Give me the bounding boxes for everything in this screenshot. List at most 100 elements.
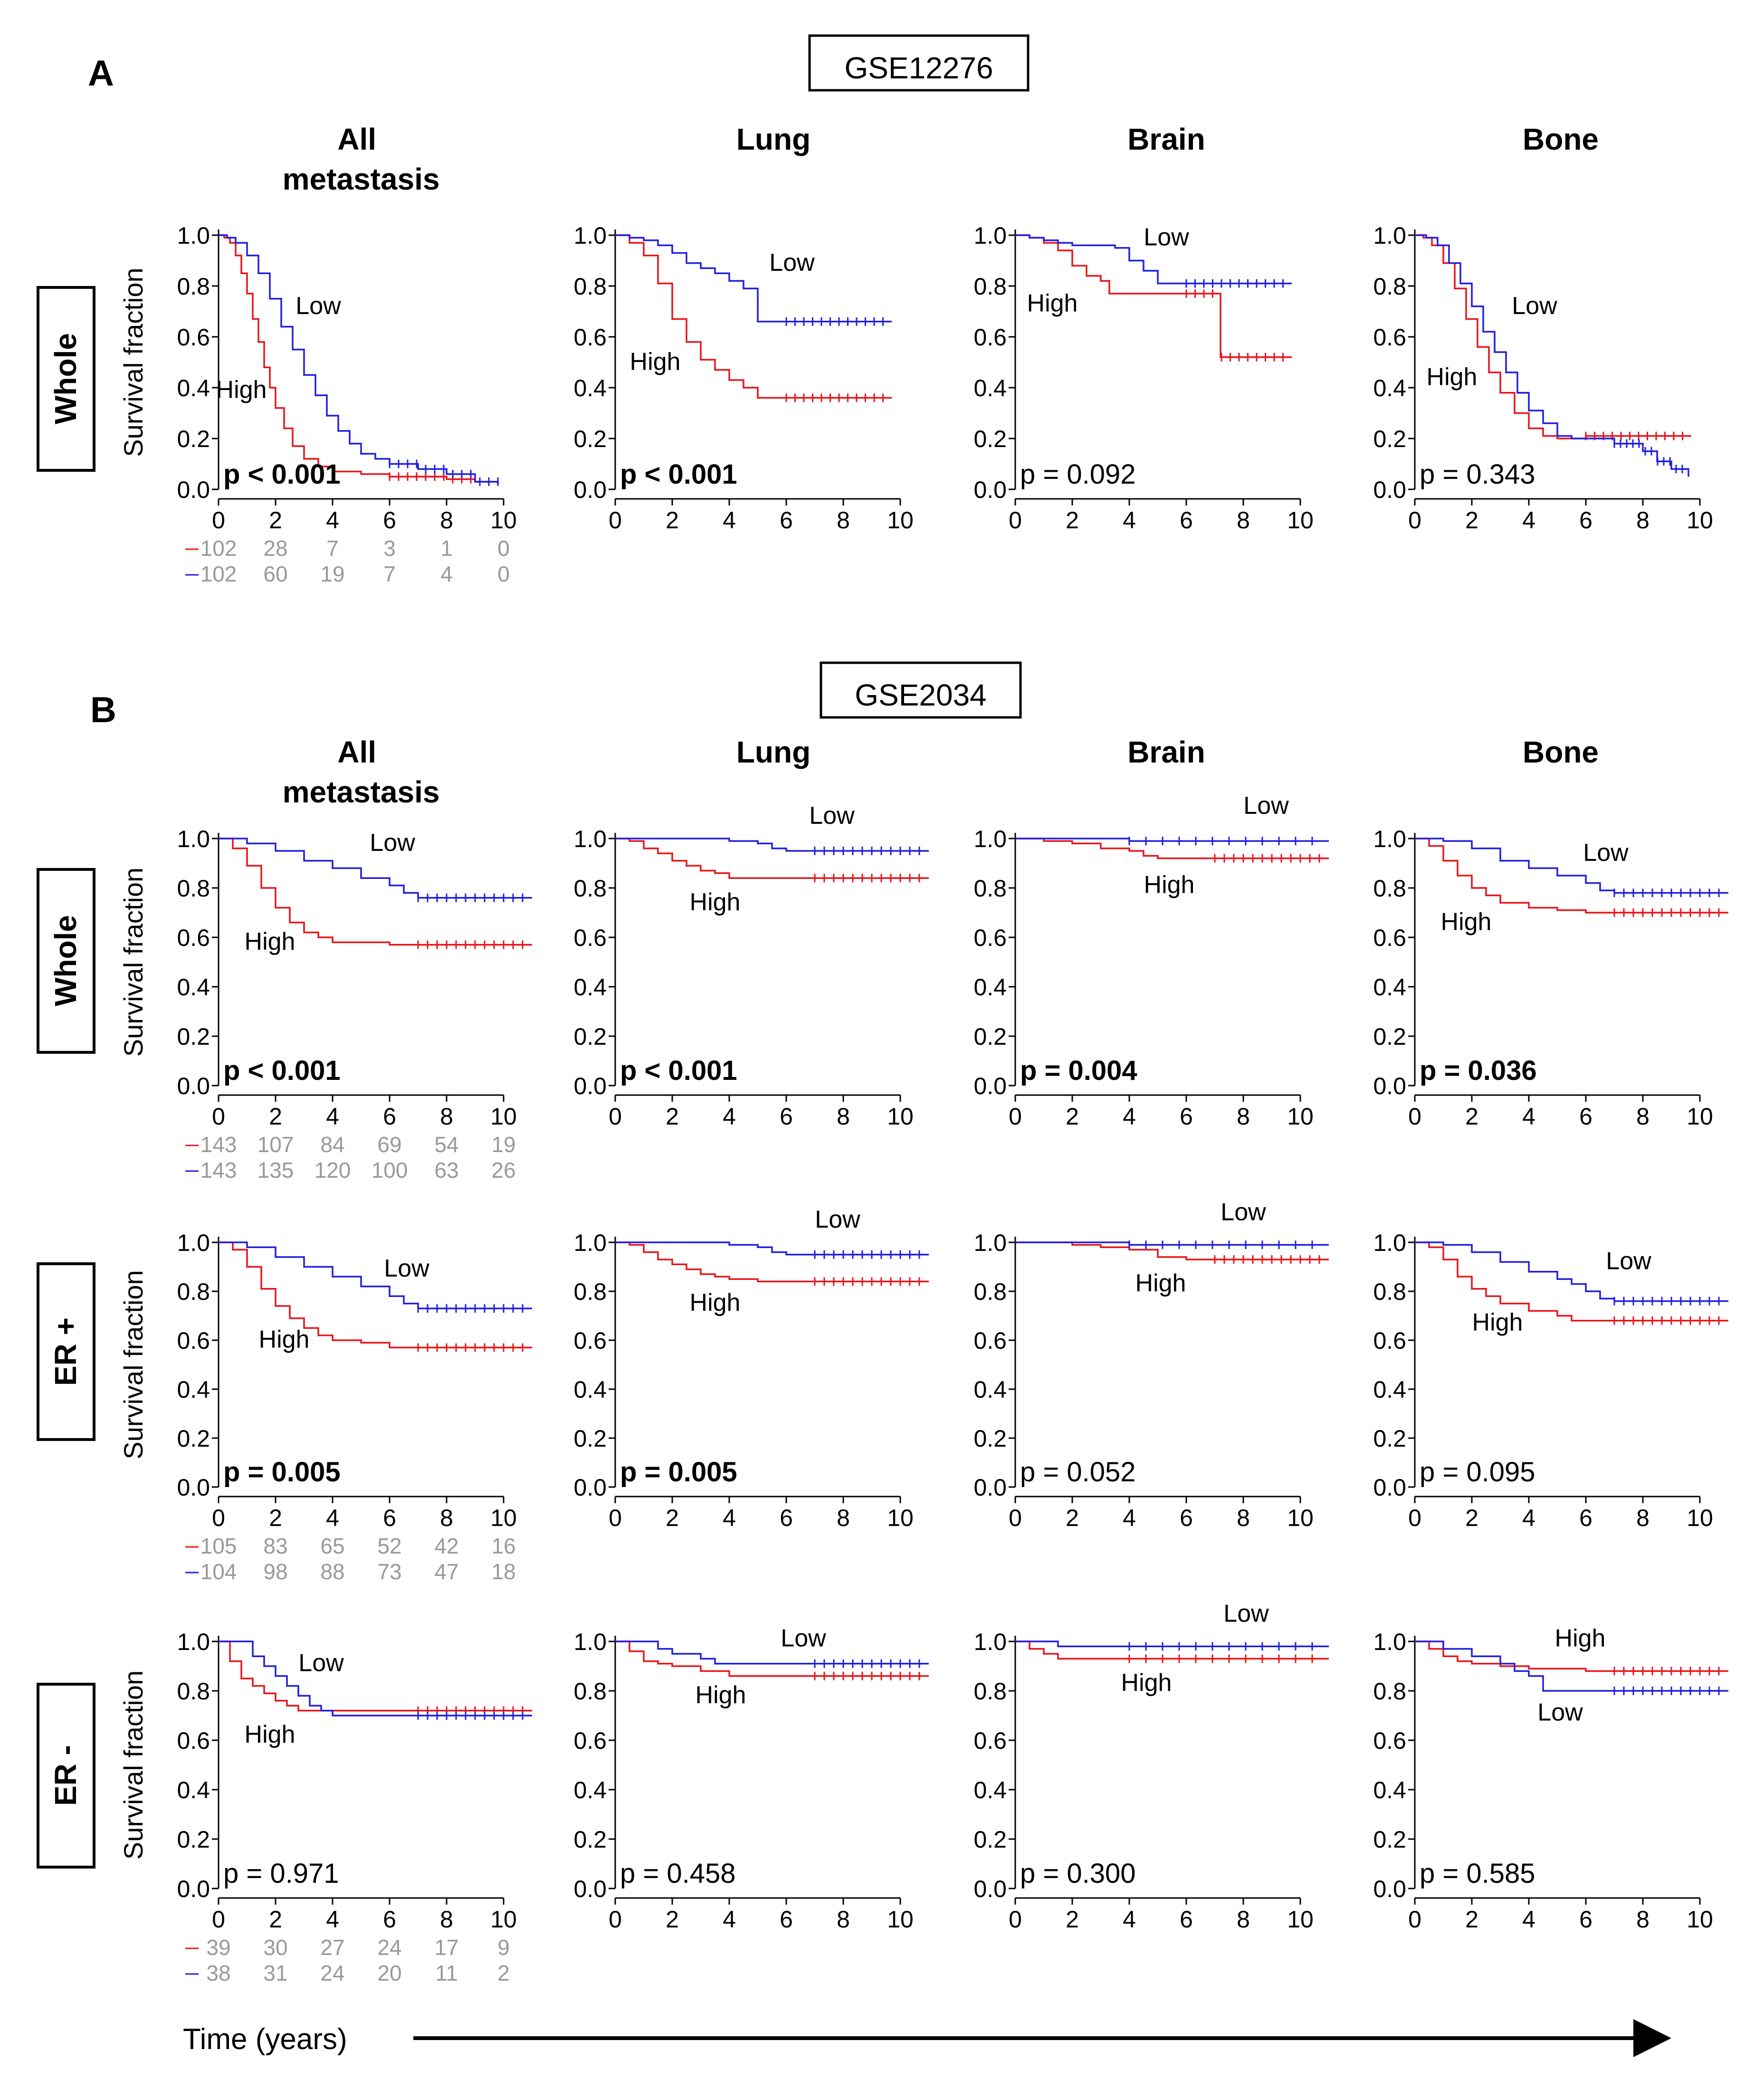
y-tick-label: 0.2 (573, 1425, 607, 1452)
y-tick-label: 0.0 (573, 1474, 607, 1501)
row-label-b-erneg: ER - (37, 1683, 95, 1869)
at-risk-count-low: 11 (435, 1961, 458, 1985)
at-risk-count-low: 63 (434, 1158, 458, 1183)
y-tick-label: 1.0 (177, 222, 210, 249)
km-curve-high (1015, 234, 1292, 358)
x-tick-label: 10 (887, 1505, 914, 1531)
panel-b-label: B (90, 690, 116, 730)
y-tick-label: 0.6 (573, 324, 607, 351)
panel-a-label: A (88, 53, 114, 94)
y-tick-label: 0.0 (177, 1474, 210, 1501)
at-risk-count-high: 24 (377, 1935, 401, 1960)
x-tick-label: 8 (1636, 1103, 1650, 1130)
y-tick-label: 0.8 (1373, 273, 1406, 300)
x-tick-label: 0 (1408, 507, 1421, 534)
p-value: p = 0.971 (223, 1858, 339, 1889)
curve-label-low: Low (370, 829, 415, 857)
x-tick-label: 0 (609, 1103, 622, 1130)
y-tick-label: 0.6 (177, 1727, 210, 1754)
y-tick-label: 0.8 (177, 1278, 210, 1305)
x-tick-label: 10 (887, 1906, 914, 1933)
dataset-box-b: GSE2034 (820, 661, 1022, 719)
x-tick-label: 10 (490, 1103, 517, 1130)
curve-label-high: High (245, 1721, 296, 1748)
at-risk-count-low: 98 (263, 1559, 287, 1584)
x-tick-label: 0 (1408, 1505, 1421, 1531)
km-panel-B-erneg-lung: 0.0 0.2 0.4 0.6 0.8 1.0 0 2 4 6 8 10 Low High p = 0.45… (573, 1624, 929, 1933)
y-tick-label: 0.8 (973, 875, 1007, 902)
p-value: p < 0.001 (223, 1055, 341, 1086)
y-tick-label: 0.6 (177, 1327, 210, 1354)
y-tick-label: 0.2 (573, 1023, 607, 1050)
col-a-all-line1: All (337, 122, 376, 156)
y-axis-title: Survival fraction (118, 1670, 148, 1860)
at-risk-count-high: 19 (491, 1132, 515, 1157)
at-risk-count-low: 88 (320, 1559, 344, 1584)
y-tick-label: 0.8 (973, 1278, 1007, 1305)
km-curve-low (219, 234, 499, 485)
curve-label-high: High (696, 1681, 746, 1709)
x-tick-label: 0 (1408, 1103, 1421, 1130)
y-tick-label: 0.4 (973, 1376, 1007, 1403)
at-risk-count-low: 60 (263, 562, 287, 586)
km-panel-B-erneg-brain: 0.0 0.2 0.4 0.6 0.8 1.0 0 2 4 6 8 10 Low High p = 0.30… (973, 1600, 1329, 1933)
row-b-erneg-text: ER - (48, 1745, 83, 1806)
y-tick-label: 0.4 (177, 375, 210, 401)
at-risk-count-low: 31 (263, 1961, 287, 1985)
y-axis-title: Survival fraction (118, 267, 148, 457)
y-tick-label: 1.0 (1373, 1629, 1406, 1655)
at-risk-count-low: 73 (377, 1559, 401, 1584)
y-tick-label: 0.8 (573, 875, 607, 902)
y-tick-label: 0.2 (973, 1826, 1007, 1853)
y-tick-label: 0.6 (573, 925, 607, 951)
y-tick-label: 0.0 (1373, 1474, 1406, 1501)
km-panel-B-erpos-brain: 0.0 0.2 0.4 0.6 0.8 1.0 0 2 4 6 8 10 Low High p = 0.05… (973, 1199, 1329, 1531)
x-tick-label: 8 (1636, 1505, 1650, 1531)
x-tick-label: 6 (780, 1906, 793, 1933)
row-a-whole-text: Whole (48, 333, 83, 424)
x-tick-label: 8 (1237, 1505, 1250, 1531)
x-tick-label: 2 (269, 507, 282, 534)
x-tick-label: 2 (1066, 1505, 1079, 1531)
y-tick-label: 0.0 (1373, 1876, 1406, 1902)
x-tick-label: 0 (1408, 1906, 1421, 1933)
col-b-all-line2: metastasis (283, 775, 440, 809)
at-risk-count-high: 42 (434, 1534, 458, 1558)
x-tick-label: 8 (837, 507, 850, 534)
x-tick-label: 4 (326, 1103, 339, 1130)
x-tick-label: 10 (1287, 1505, 1314, 1531)
curve-label-low: Low (1220, 1199, 1266, 1226)
km-panel-A-whole-lung: 0.0 0.2 0.4 0.6 0.8 1.0 0 2 4 6 8 10 Low High p < 0.00… (573, 222, 913, 534)
x-tick-label: 2 (269, 1906, 282, 1933)
at-risk-count-low: 100 (372, 1158, 408, 1183)
at-risk-count-high: 27 (320, 1935, 344, 1960)
at-risk-count-high: 1 (440, 536, 453, 561)
x-tick-label: 2 (1465, 1906, 1478, 1933)
col-b-all-metastasis: All metastasis (283, 735, 440, 809)
at-risk-count-low: 2 (497, 1961, 510, 1985)
col-b-lung: Lung (736, 735, 810, 769)
dataset-a-label: GSE12276 (844, 51, 993, 85)
km-panel-A-whole-brain: 0.0 0.2 0.4 0.6 0.8 1.0 0 2 4 6 8 10 Low High p = 0.09… (973, 222, 1313, 534)
x-tick-label: 6 (383, 507, 396, 534)
y-tick-label: 0.8 (177, 273, 210, 300)
y-tick-label: 0.4 (177, 1777, 210, 1803)
at-risk-count-low: 18 (491, 1559, 515, 1584)
y-tick-label: 0.6 (177, 925, 210, 951)
y-tick-label: 0.8 (1373, 1278, 1406, 1305)
km-curve-low (1015, 838, 1329, 842)
x-tick-label: 8 (1237, 1103, 1250, 1130)
x-tick-label: 0 (1009, 507, 1022, 534)
y-tick-label: 0.6 (573, 1727, 607, 1754)
curve-label-high: High (1555, 1624, 1606, 1652)
x-tick-label: 8 (837, 1505, 850, 1531)
p-value: p = 0.300 (1020, 1858, 1136, 1889)
x-tick-label: 10 (490, 1505, 517, 1531)
km-curve-high (219, 1640, 532, 1712)
x-tick-label: 10 (1287, 507, 1314, 534)
y-tick-label: 0.8 (973, 1678, 1007, 1705)
y-tick-label: 1.0 (1373, 826, 1406, 852)
col-b-brain: Brain (1127, 735, 1205, 769)
x-tick-label: 10 (490, 507, 517, 534)
